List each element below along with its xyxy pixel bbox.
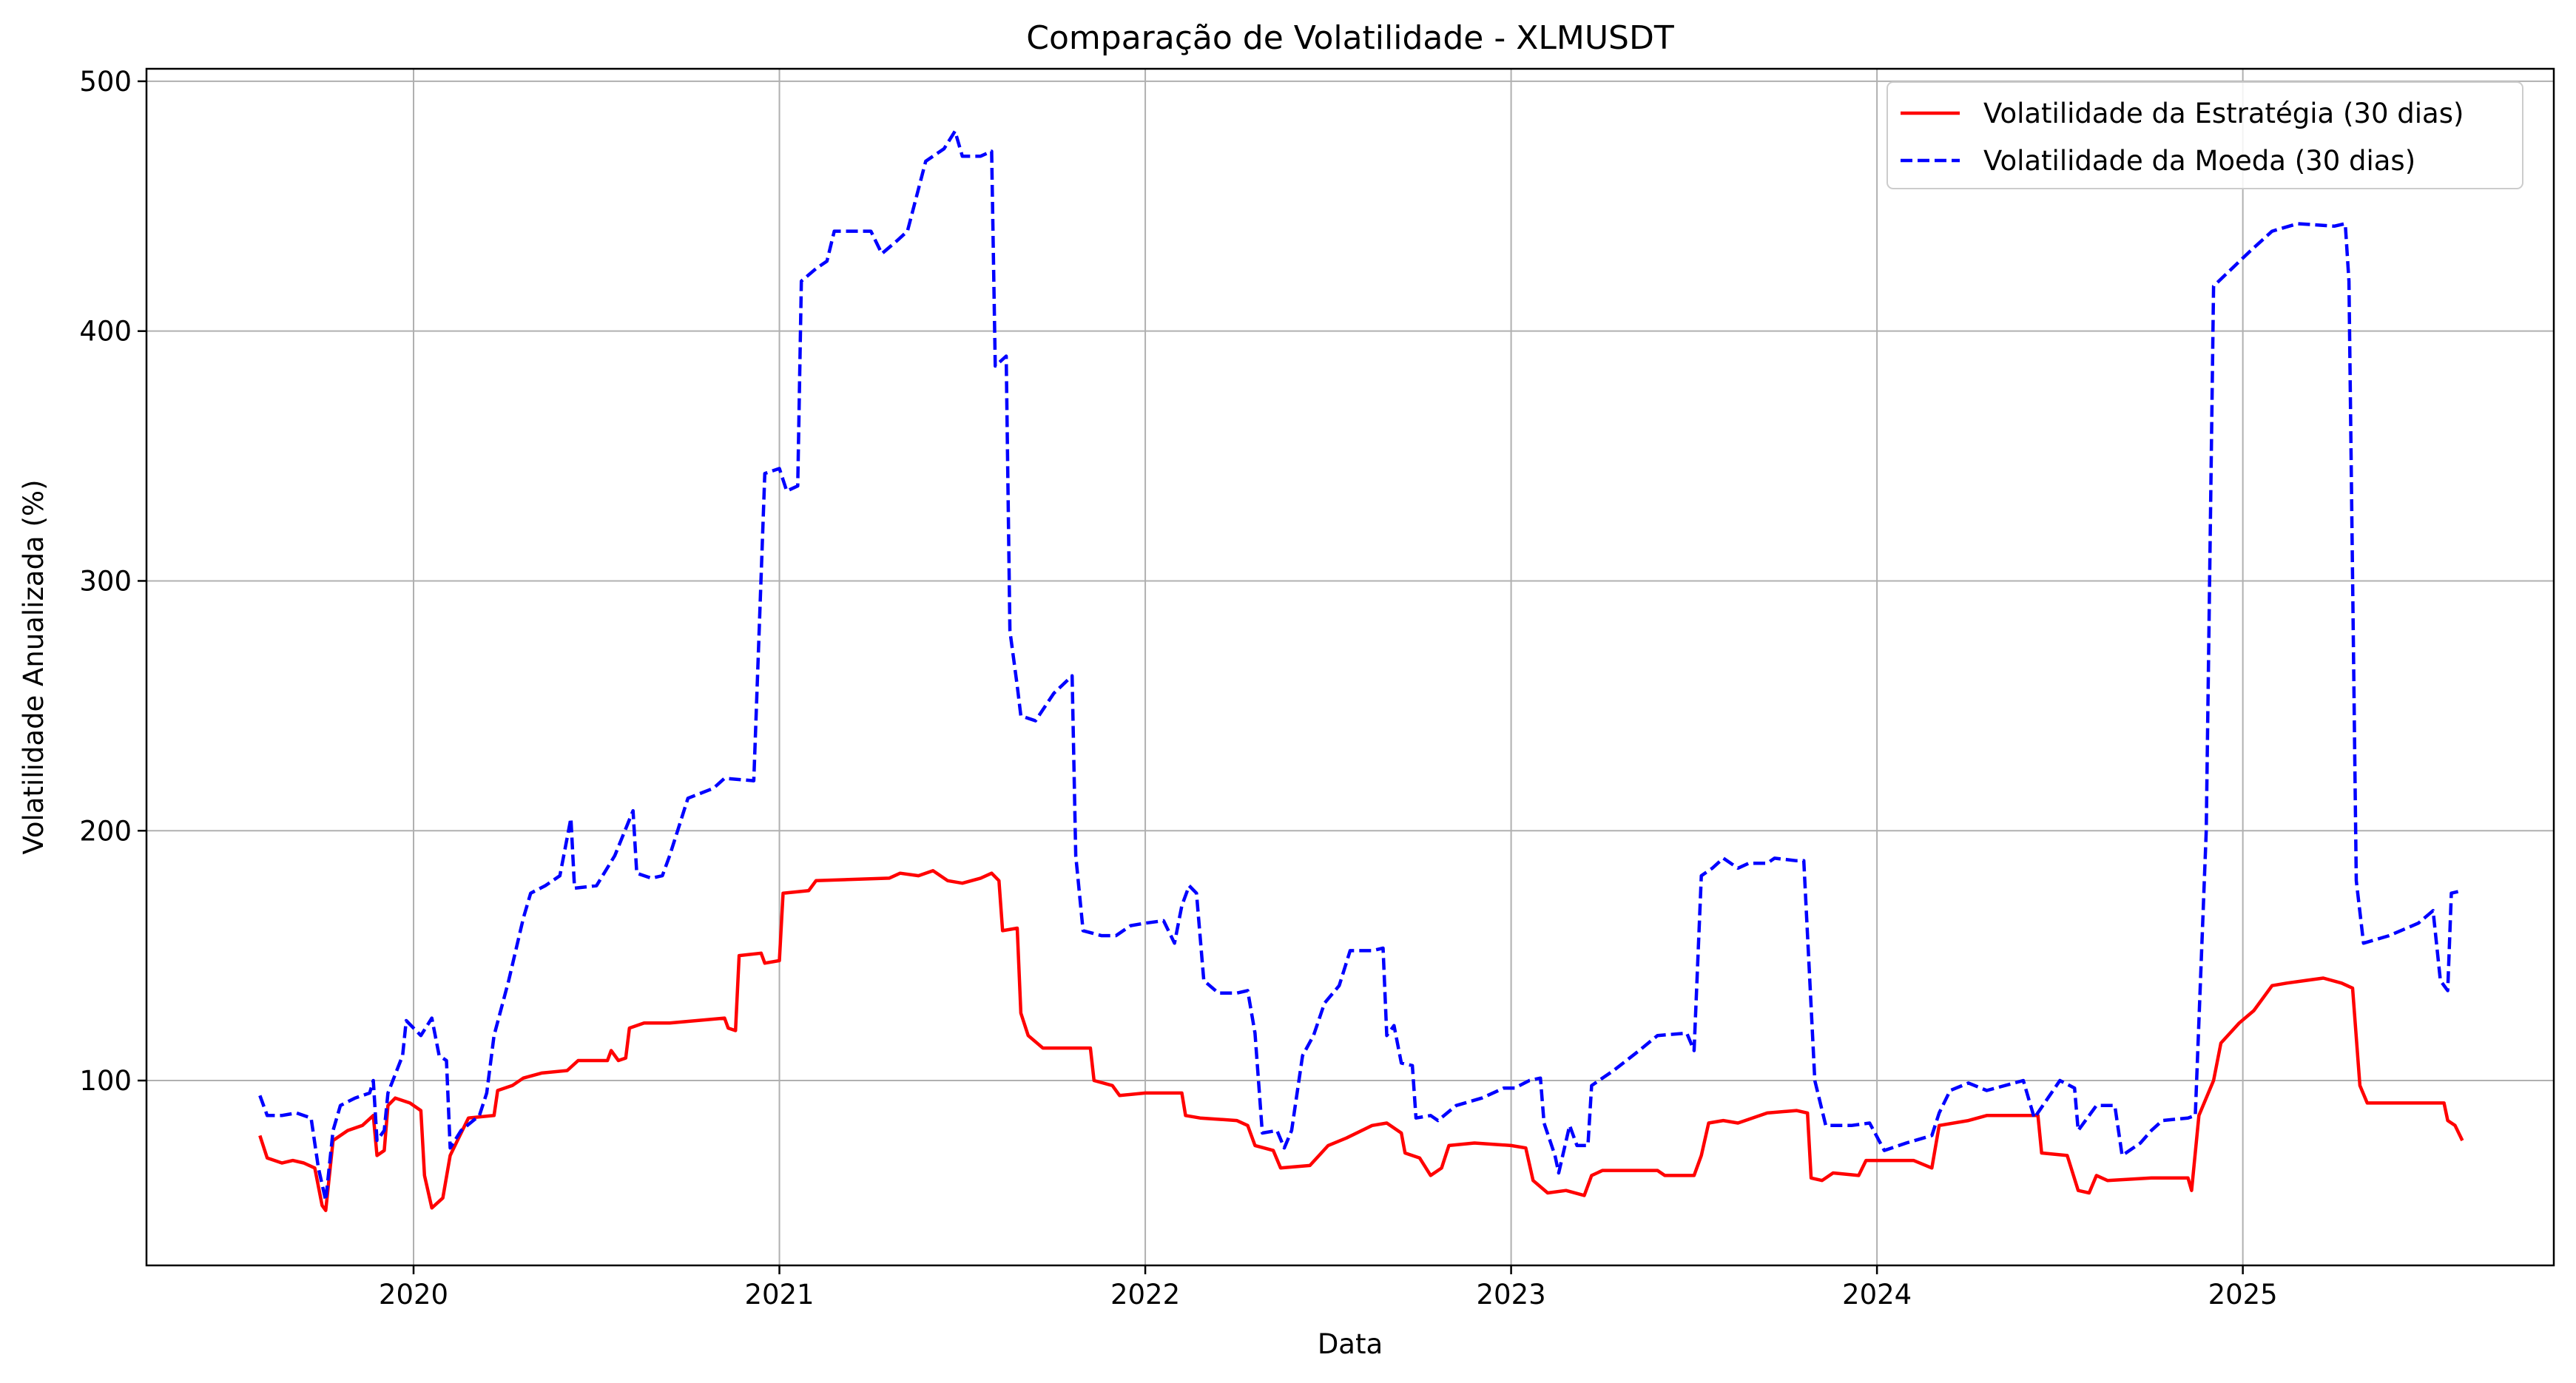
x-tick-label: 2021: [744, 1279, 814, 1311]
x-tick-label: 2020: [379, 1279, 448, 1311]
series-lines: [258, 129, 2464, 1212]
y-tick-label: 100: [79, 1065, 132, 1097]
strategy-volatility-line: [258, 869, 2464, 1212]
legend-label-coin: Volatilidade da Moeda (30 dias): [1983, 145, 2415, 177]
x-tick-label: 2024: [1842, 1279, 1912, 1311]
chart-title: Comparação de Volatilidade - XLMUSDT: [1026, 19, 1674, 57]
x-tick-label: 2025: [2208, 1279, 2278, 1311]
y-tick-label: 200: [79, 815, 132, 847]
legend-label-strategy: Volatilidade da Estratégia (30 dias): [1983, 98, 2464, 129]
y-tick-label: 300: [79, 565, 132, 597]
grid-lines: [146, 69, 2554, 1265]
y-axis-label: Volatilidade Anualizada (%): [18, 479, 50, 854]
x-axis-label: Data: [1318, 1328, 1383, 1360]
y-tick-label: 400: [79, 316, 132, 348]
x-tick-label: 2022: [1110, 1279, 1180, 1311]
legend-box: [1887, 81, 2523, 189]
x-tick-label: 2023: [1477, 1279, 1546, 1311]
coin-volatility-line: [258, 129, 2463, 1203]
axis-ticks: 2020 2021 2022 2023 2024 2025 100 200 300 400 500: [79, 66, 2277, 1311]
y-tick-label: 500: [79, 66, 132, 98]
plot-frame: [145, 67, 2555, 1267]
legend: Volatilidade da Estratégia (30 dias) Vol…: [1887, 81, 2523, 189]
